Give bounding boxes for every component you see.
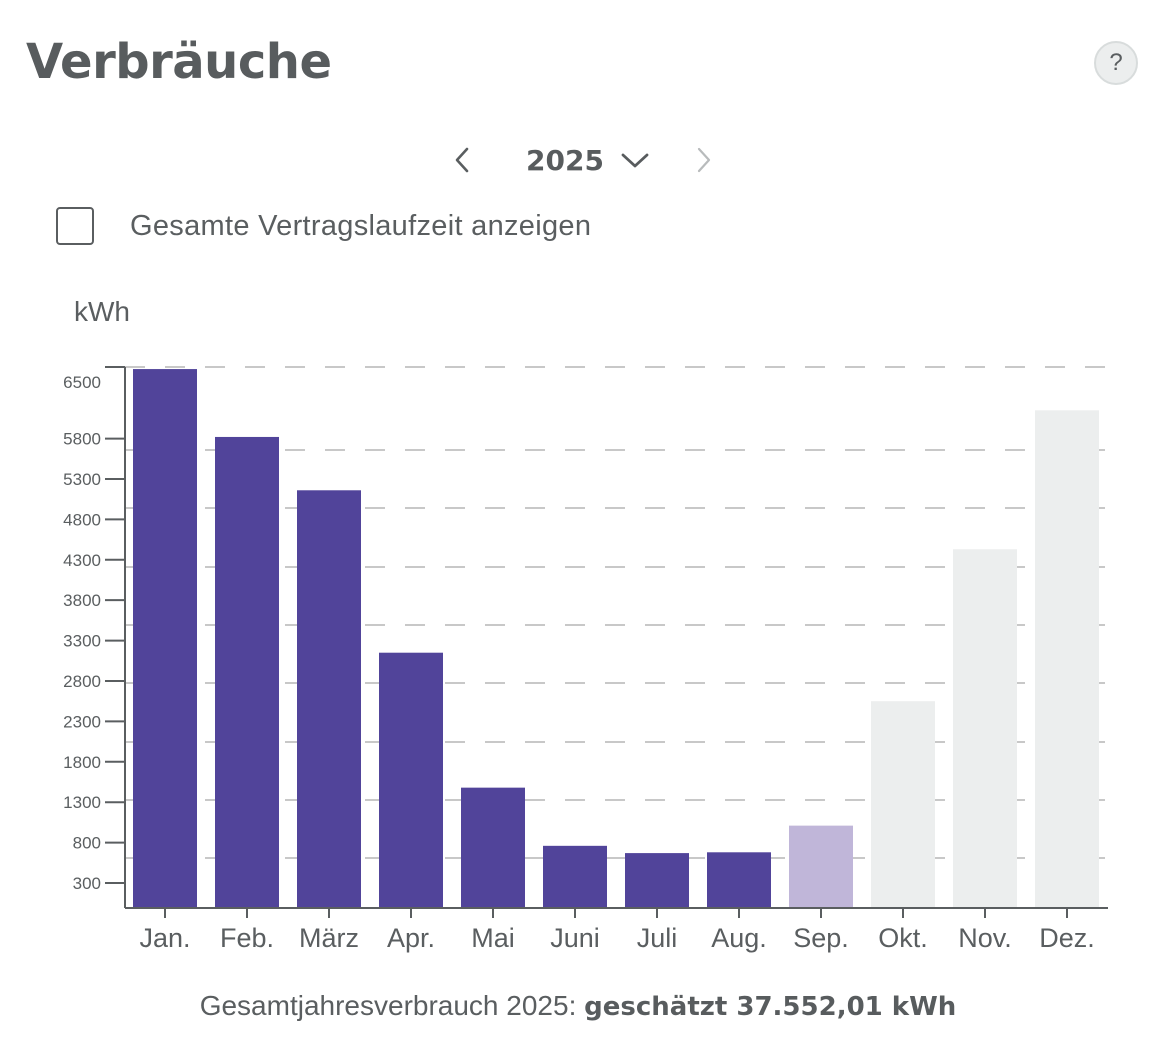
selected-year: 2025 [526,143,604,177]
x-tick-label: Apr. [387,923,435,953]
y-tick-label: 4300 [63,551,101,570]
full-contract-label[interactable]: Gesamte Vertragslaufzeit anzeigen [130,209,592,242]
y-tick-label: 4800 [63,510,101,529]
y-tick-label: 800 [73,834,101,853]
year-dropdown[interactable]: 2025 [526,140,650,180]
question-icon: ? [1109,49,1123,76]
full-contract-option[interactable]: Gesamte Vertragslaufzeit anzeigen [56,207,591,245]
x-tick-label: Sep. [793,923,849,953]
bar-Dez.[interactable] [1035,410,1099,908]
bar-Mai[interactable] [461,787,525,908]
previous-year-button[interactable] [452,144,474,178]
bar-Jan.[interactable] [133,369,197,909]
bar-Feb.[interactable] [215,436,279,908]
y-tick-label: 3800 [63,591,101,610]
y-tick-label: 3300 [63,632,101,651]
bar-Sep.[interactable] [789,825,853,908]
y-tick-label: 1800 [63,753,101,772]
x-tick-label: Dez. [1039,923,1095,953]
bar-Apr.[interactable] [379,652,443,908]
full-contract-checkbox[interactable] [56,207,94,245]
next-year-button[interactable] [692,144,714,178]
x-tick-label: Nov. [958,923,1012,953]
bar-Okt.[interactable] [871,701,935,908]
y-tick-label: 300 [73,874,101,893]
bar-März[interactable] [297,490,361,908]
x-tick-label: Juni [550,923,600,953]
y-tick-label: 1300 [63,793,101,812]
bar-Nov.[interactable] [953,549,1017,908]
x-tick-label: Jan. [139,923,190,953]
x-tick-label: Aug. [711,923,767,953]
x-tick-label: Feb. [220,923,274,953]
x-tick-label: Okt. [878,923,928,953]
annual-total-label: Gesamtjahresverbrauch 2025: [199,990,577,1021]
y-tick-label: 5300 [63,470,101,489]
help-button[interactable]: ? [1094,41,1138,85]
bar-Aug.[interactable] [707,852,771,908]
bar-Juni[interactable] [543,845,607,908]
annual-total-value: geschätzt 37.552,01 kWh [584,992,957,1022]
chevron-left-icon [455,147,469,173]
y-axis-unit: kWh [74,296,130,327]
page-title: Verbräuche [26,34,332,90]
chevron-down-icon [621,153,649,168]
y-tick-label: 2300 [63,712,101,731]
bar-Juli[interactable] [625,853,689,908]
y-tick-label: 5800 [63,430,101,449]
chevron-right-icon [697,147,711,173]
x-tick-label: März [299,923,359,953]
x-tick-label: Mai [471,923,515,953]
y-tick-label: 6500 [63,373,101,392]
year-navigation: 2025 [0,136,1156,186]
y-tick-label: 2800 [63,672,101,691]
x-tick-label: Juli [637,923,678,953]
annual-total: Gesamtjahresverbrauch 2025: geschätzt 37… [0,990,1156,1022]
